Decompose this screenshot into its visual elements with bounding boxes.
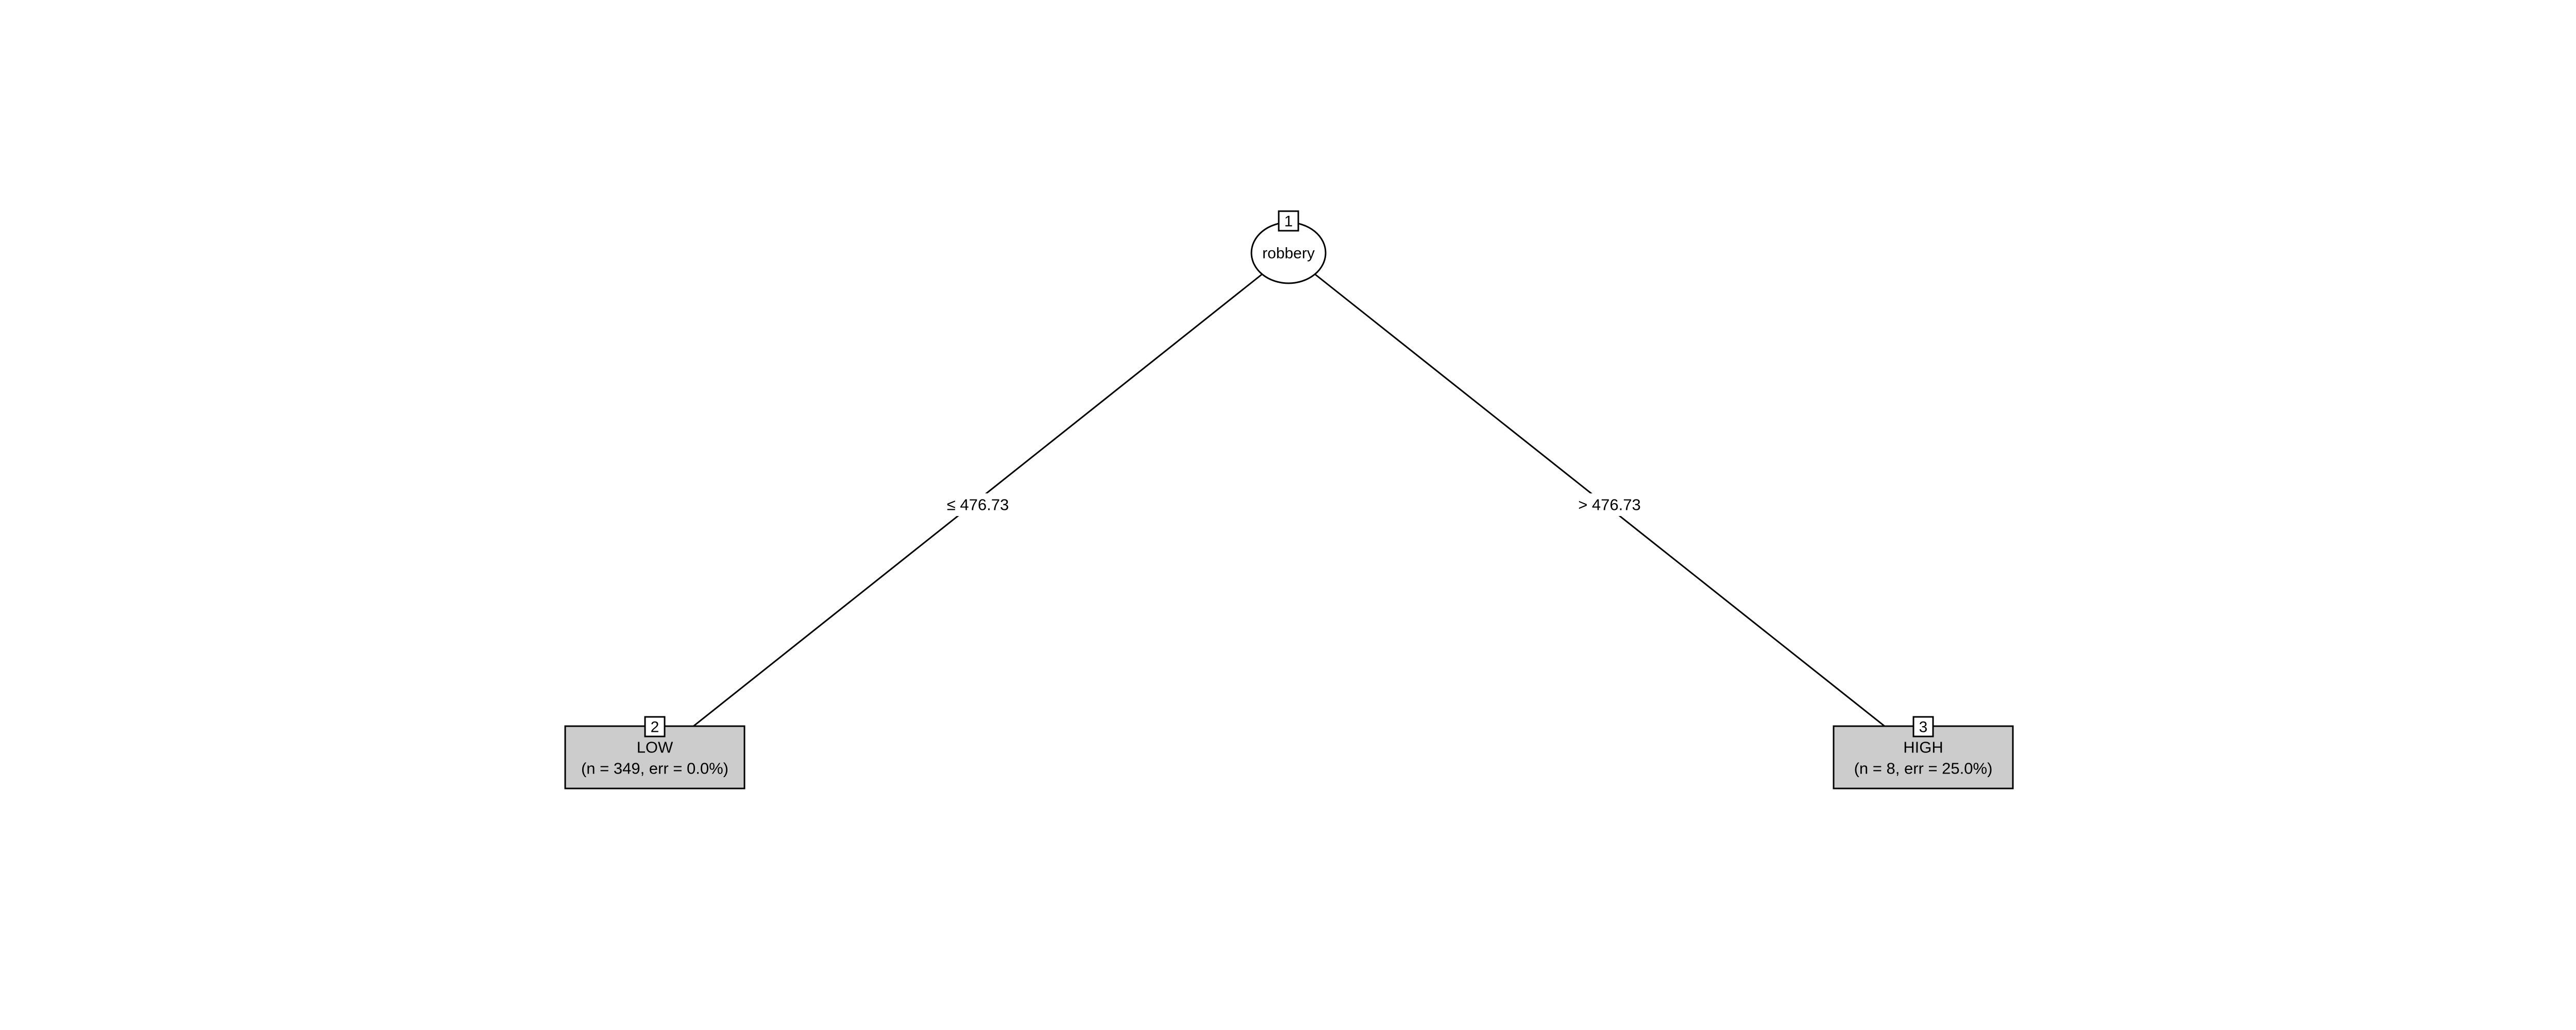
leaf-node-right: HIGH (n = 8, err = 25.0%) 3 [1833, 716, 2014, 789]
edge-label-right: > 476.73 [1571, 493, 1649, 516]
root-node-id: 1 [1284, 213, 1293, 230]
leaf-node-left-class: LOW [637, 739, 673, 757]
edge-label-left-text: ≤ 476.73 [947, 496, 1009, 514]
leaf-node-left: LOW (n = 349, err = 0.0%) 2 [564, 716, 745, 789]
leaf-node-left-id-box [644, 716, 666, 737]
leaf-node-left-stats: (n = 349, err = 0.0%) [581, 760, 728, 778]
root-node-variable: robbery [1262, 245, 1315, 262]
edge-label-right-text: > 476.73 [1578, 496, 1641, 514]
root-node-id-box [1278, 210, 1299, 232]
leaf-node-right-class: HIGH [1903, 739, 1943, 757]
leaf-node-right-stats: (n = 8, err = 25.0%) [1854, 760, 1993, 778]
leaf-node-right-id: 3 [1919, 719, 1928, 736]
root-node: robbery 1 [1250, 210, 1327, 284]
leaf-node-right-id-box [1912, 716, 1934, 737]
edge-label-left: ≤ 476.73 [938, 493, 1015, 516]
leaf-node-left-id: 2 [651, 719, 659, 736]
